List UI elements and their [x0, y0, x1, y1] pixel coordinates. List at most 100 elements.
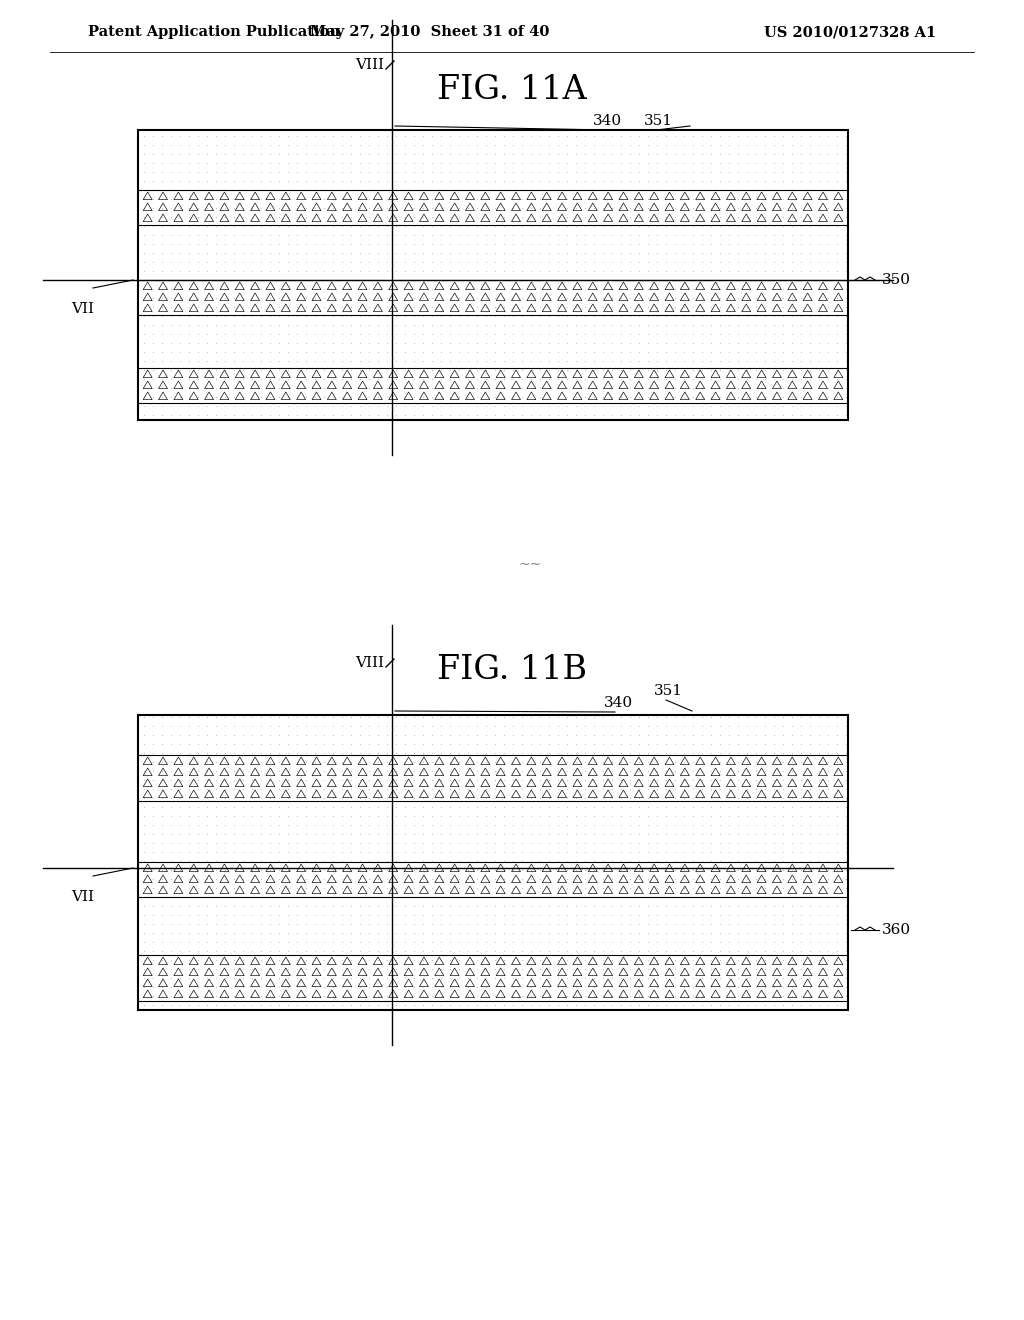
Point — [783, 787, 800, 808]
Point — [765, 180, 781, 201]
Point — [144, 143, 161, 164]
Point — [216, 822, 232, 843]
Point — [270, 224, 287, 246]
Point — [468, 975, 484, 997]
Point — [207, 323, 223, 345]
Point — [468, 341, 484, 362]
Point — [586, 269, 602, 290]
Point — [720, 751, 736, 772]
Point — [738, 876, 755, 898]
Point — [622, 994, 638, 1015]
Point — [342, 949, 358, 970]
Point — [748, 260, 764, 281]
Point — [693, 876, 710, 898]
Point — [757, 760, 773, 781]
Point — [603, 742, 620, 763]
Point — [387, 224, 403, 246]
Point — [333, 968, 349, 989]
Point — [216, 715, 232, 737]
Point — [675, 180, 691, 201]
Point — [144, 385, 161, 407]
Point — [306, 125, 323, 147]
Point — [270, 395, 287, 416]
Point — [567, 921, 584, 942]
Point — [729, 296, 745, 317]
Point — [648, 206, 665, 227]
Point — [163, 296, 179, 317]
Point — [225, 706, 242, 727]
Point — [451, 949, 467, 970]
Point — [252, 805, 268, 826]
Point — [360, 260, 377, 281]
Point — [451, 760, 467, 781]
Point — [432, 742, 449, 763]
Text: 350: 350 — [882, 273, 911, 286]
Point — [748, 841, 764, 862]
Point — [234, 715, 251, 737]
Point — [684, 904, 700, 925]
Point — [261, 832, 278, 853]
Point — [657, 940, 674, 961]
Point — [522, 715, 539, 737]
Point — [333, 751, 349, 772]
Point — [720, 968, 736, 989]
Point — [441, 777, 458, 799]
Point — [163, 224, 179, 246]
Point — [289, 350, 305, 371]
Point — [765, 232, 781, 253]
Point — [351, 850, 368, 871]
Point — [441, 770, 458, 791]
Point — [451, 215, 467, 236]
Point — [738, 968, 755, 989]
Point — [793, 994, 809, 1015]
Point — [486, 197, 503, 218]
Point — [306, 787, 323, 808]
Point — [667, 706, 683, 727]
Point — [144, 994, 161, 1015]
Point — [702, 314, 719, 335]
Point — [667, 975, 683, 997]
Point — [738, 242, 755, 263]
Point — [648, 777, 665, 799]
Point — [594, 368, 610, 389]
Point — [802, 279, 818, 300]
Point — [631, 770, 647, 791]
Point — [171, 751, 187, 772]
Point — [657, 359, 674, 380]
Point — [486, 822, 503, 843]
Point — [234, 742, 251, 763]
Point — [306, 869, 323, 890]
Point — [748, 723, 764, 744]
Point — [451, 180, 467, 201]
Point — [793, 251, 809, 272]
Point — [351, 975, 368, 997]
Point — [289, 949, 305, 970]
Point — [315, 832, 332, 853]
Point — [189, 958, 206, 979]
Point — [622, 368, 638, 389]
Point — [486, 770, 503, 791]
Point — [289, 777, 305, 799]
Point — [280, 152, 296, 173]
Point — [558, 378, 574, 399]
Point — [387, 260, 403, 281]
Point — [199, 850, 215, 871]
Point — [522, 913, 539, 935]
Point — [252, 994, 268, 1015]
Point — [496, 305, 512, 326]
Point — [315, 921, 332, 942]
Point — [207, 723, 223, 744]
Point — [460, 751, 476, 772]
Point — [603, 215, 620, 236]
Point — [342, 841, 358, 862]
Point — [315, 742, 332, 763]
Point — [693, 886, 710, 907]
Point — [252, 279, 268, 300]
Point — [468, 777, 484, 799]
Point — [370, 968, 386, 989]
Point — [180, 232, 197, 253]
Point — [451, 170, 467, 191]
Point — [351, 876, 368, 898]
Point — [396, 777, 413, 799]
Point — [486, 279, 503, 300]
